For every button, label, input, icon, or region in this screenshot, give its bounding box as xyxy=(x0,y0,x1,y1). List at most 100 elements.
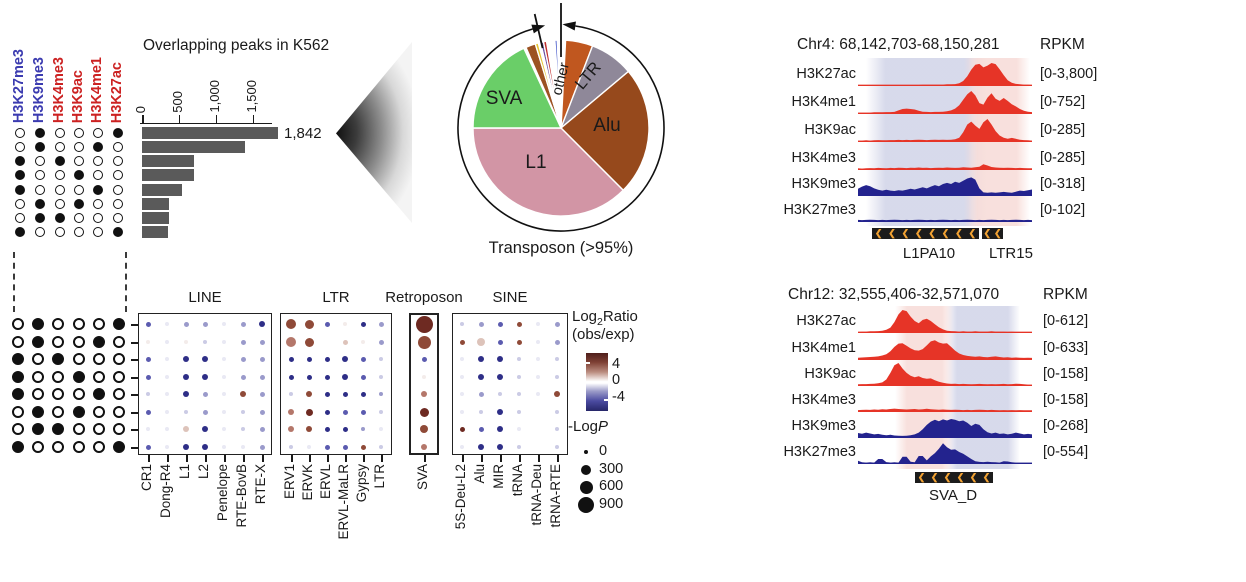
size-legend-title: -LogP xyxy=(568,418,609,435)
dotplot-dot xyxy=(536,357,540,361)
track-signal-H3K4me1 xyxy=(858,91,1032,114)
track-label-H3K9me3: H3K9me3 xyxy=(791,418,856,434)
dotplot-col-tick xyxy=(167,455,169,462)
dotplot-dot xyxy=(183,374,189,380)
dotplot-dot xyxy=(222,322,226,326)
track-waveform xyxy=(858,310,1032,333)
upset-dot xyxy=(74,142,84,152)
track-signal-H3K9me3 xyxy=(858,177,1032,196)
upset-axis-tick xyxy=(215,115,218,123)
dotplot-col-label-Gypsy: Gypsy xyxy=(353,464,369,503)
callout-funnel xyxy=(336,42,412,223)
upset-dot xyxy=(15,227,25,237)
dotplot-col-tick xyxy=(148,455,150,462)
dotplot-dot xyxy=(478,374,484,380)
upset-dot xyxy=(93,371,105,383)
dotplot-dot xyxy=(421,391,427,397)
dotplot-col-tick xyxy=(205,455,207,462)
dotplot-dot xyxy=(460,410,464,414)
rpkm-header: RPKM xyxy=(1040,36,1085,53)
dotplot-dot xyxy=(222,427,226,431)
dotplot-dot xyxy=(222,357,226,361)
upset-dot xyxy=(113,336,125,348)
upset-dot xyxy=(32,336,44,348)
upset-dot xyxy=(93,441,105,453)
mark-label-H3K9ac: H3K9ac xyxy=(70,69,86,123)
dotplot-dot xyxy=(497,426,503,432)
dotplot-dot xyxy=(479,410,483,414)
upset-dot xyxy=(52,318,64,330)
dotplot-dot xyxy=(240,391,246,397)
dotplot-row-tick xyxy=(131,359,138,361)
dotplot-dot xyxy=(259,444,265,450)
dotplot-dot xyxy=(342,391,348,397)
upset-dot xyxy=(113,388,125,400)
strand-chevron-icon: ❮ xyxy=(943,472,952,482)
dotplot-dot xyxy=(342,356,348,362)
upset-dot xyxy=(15,142,25,152)
upset-dot xyxy=(35,128,45,138)
pie-label-L1: L1 xyxy=(525,152,546,173)
dotplot-dot xyxy=(241,427,245,431)
dotplot-row-tick xyxy=(131,324,138,326)
dotplot-col-tick xyxy=(224,455,226,462)
upset-dot xyxy=(93,199,103,209)
upset-dot xyxy=(52,423,64,435)
track-label-H3K4me1: H3K4me1 xyxy=(791,94,856,110)
size-legend-dot xyxy=(579,480,593,494)
dotplot-dot xyxy=(184,410,188,414)
upset-dot xyxy=(73,441,85,453)
dotplot-dot xyxy=(165,392,169,396)
dotplot-dot xyxy=(241,445,245,449)
dotplot-dot xyxy=(460,375,464,379)
dotplot-dot xyxy=(183,356,189,362)
upset-dot xyxy=(35,156,45,166)
upset-dot xyxy=(52,388,64,400)
dotplot-dot xyxy=(202,374,208,380)
upset-dot xyxy=(74,170,84,180)
dotplot-dot xyxy=(165,410,169,414)
upset-dot xyxy=(12,353,24,365)
upset-dot xyxy=(113,318,125,330)
strand-chevron-icon: ❮ xyxy=(941,228,950,238)
upset-dot xyxy=(32,371,44,383)
pie-slice-SVA xyxy=(472,47,563,129)
track-range-H3K4me1: [0-752] xyxy=(1040,94,1086,110)
upset-dot xyxy=(113,142,123,152)
colorbar-tick-label: 4 xyxy=(612,356,621,372)
upset-dot xyxy=(93,213,103,223)
dotplot-row-tick xyxy=(131,447,138,449)
upset-dot xyxy=(93,170,103,180)
dotplot-col-tick xyxy=(243,455,245,462)
upset-dot xyxy=(35,185,45,195)
dotplot-dot xyxy=(222,392,226,396)
colorbar-subtitle: (obs/exp) xyxy=(572,326,635,343)
dotplot-dot xyxy=(517,410,521,414)
dotplot-row-tick xyxy=(131,429,138,431)
upset-axis-tick-label: 1,000 xyxy=(206,80,222,113)
strand-chevron-icon: ❮ xyxy=(917,472,926,482)
dotplot-dot xyxy=(324,426,330,432)
upset-dot xyxy=(93,156,103,166)
track-label-H3K4me3: H3K4me3 xyxy=(791,150,856,166)
strand-chevron-icon: ❮ xyxy=(993,228,1002,238)
dotplot-dot xyxy=(555,357,559,361)
dotplot-dot xyxy=(202,391,208,397)
dotplot-dot xyxy=(421,444,427,450)
upset-dot xyxy=(93,406,105,418)
track-signal-H3K27me3 xyxy=(858,443,1032,464)
strand-chevron-icon: ❮ xyxy=(968,228,977,238)
strand-chevron-icon: ❮ xyxy=(930,472,939,482)
upset-dot xyxy=(32,353,44,365)
upset-dot xyxy=(74,213,84,223)
dotplot-dot xyxy=(478,356,484,362)
dotplot-dot xyxy=(288,356,294,362)
upset-dot xyxy=(113,227,123,237)
dotplot-dot xyxy=(183,391,189,397)
upset-dot xyxy=(12,371,24,383)
dotplot-dot xyxy=(324,374,330,380)
dotplot-dot xyxy=(517,392,521,396)
dotplot-dot xyxy=(306,426,312,432)
strand-chevron-icon: ❮ xyxy=(983,228,992,238)
